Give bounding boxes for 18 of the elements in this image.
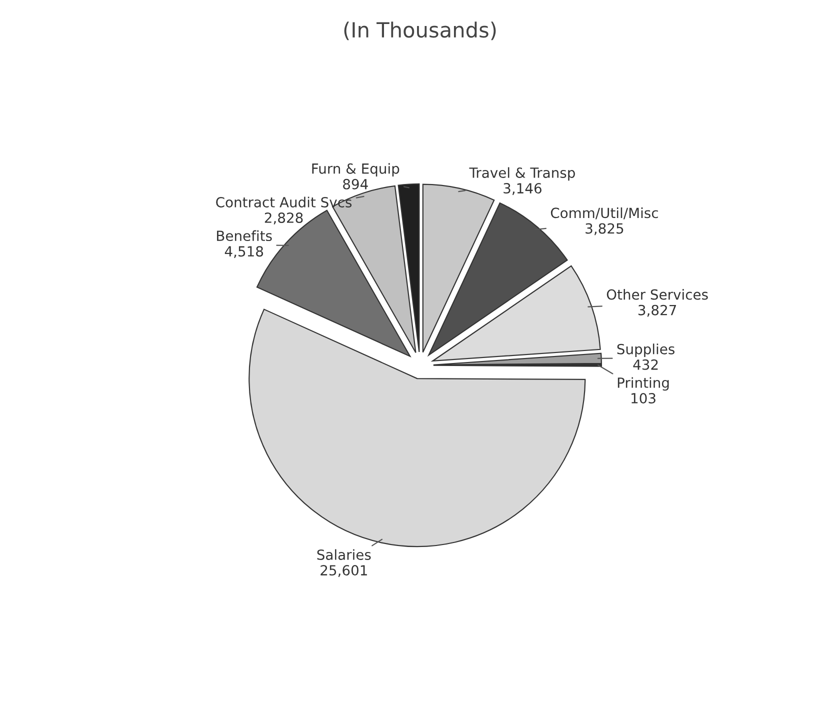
data-label: 3,146 xyxy=(504,183,542,195)
slice-label: Other Services xyxy=(606,289,708,300)
data-label: 3,827 xyxy=(638,304,676,317)
chart-subtitle: (In Thousands) xyxy=(344,22,496,40)
data-label: 432 xyxy=(633,359,658,370)
slice-label: Salaries xyxy=(317,549,371,560)
data-label: 4,518 xyxy=(224,246,264,258)
data-label: 894 xyxy=(343,178,368,190)
data-label: 3,825 xyxy=(586,223,624,236)
slice-label: Printing xyxy=(618,377,669,391)
slice-label: Furn & Equip xyxy=(312,163,400,177)
data-label: 25,601 xyxy=(320,565,367,577)
slice-label: Comm/Util/Misc xyxy=(550,207,658,220)
slice-label: Benefits xyxy=(217,230,272,242)
data-label: 103 xyxy=(632,392,656,404)
data-label: 2,828 xyxy=(264,212,303,224)
slice-label: Travel & Transp xyxy=(469,167,575,181)
slice-label: Supplies xyxy=(617,344,674,358)
